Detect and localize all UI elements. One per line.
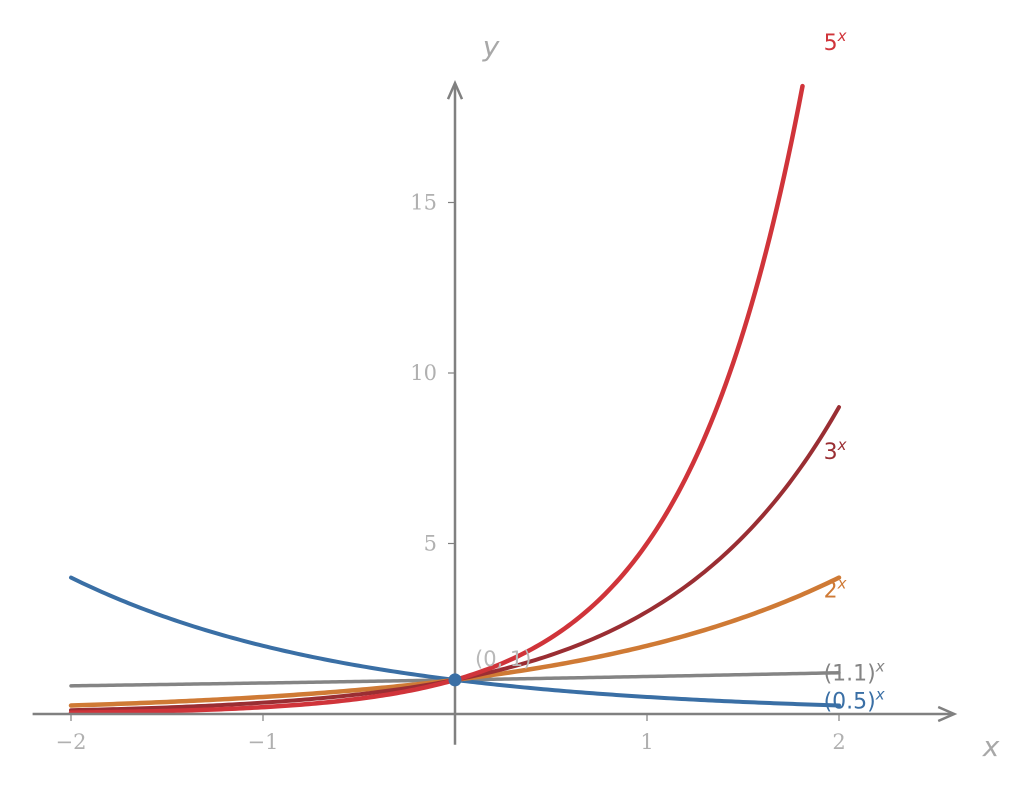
x-tick-label: −2 [56,730,87,754]
curve-label-5: 5x [824,27,847,56]
intersection-point [448,673,462,687]
y-axis-arrow [446,80,464,100]
x-axis-label: x [982,730,1000,763]
y-tick-label: 10 [410,361,437,385]
intersection-point-label: (0, 1) [475,647,531,671]
x-tick-label: 2 [832,730,845,754]
x-tick-label: 1 [640,730,653,754]
curve-label-0-5: (0.5)x [824,686,885,715]
axes [32,80,958,745]
curve-labels-layer: (1.1)x(0.5)x 2x 3x 5x [824,27,885,715]
curve-label-2: 2x [824,575,847,604]
y-tick-label: 15 [410,191,437,215]
y-tick-label: 5 [424,532,437,556]
y-axis-label: y [482,30,500,63]
x-axis-arrow [937,705,958,723]
curve-label-1-1: (1.1)x [824,658,885,687]
curve-5 [68,83,805,715]
ticks-layer: −2 −1 1 2 5 10 15 [56,191,846,755]
x-tick-label: −1 [248,730,279,754]
curve-label-3: 3x [824,436,847,465]
